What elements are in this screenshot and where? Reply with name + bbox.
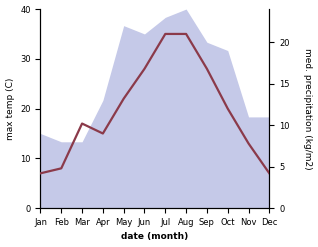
Y-axis label: med. precipitation (kg/m2): med. precipitation (kg/m2) [303,48,313,169]
X-axis label: date (month): date (month) [121,232,189,242]
Y-axis label: max temp (C): max temp (C) [5,77,15,140]
